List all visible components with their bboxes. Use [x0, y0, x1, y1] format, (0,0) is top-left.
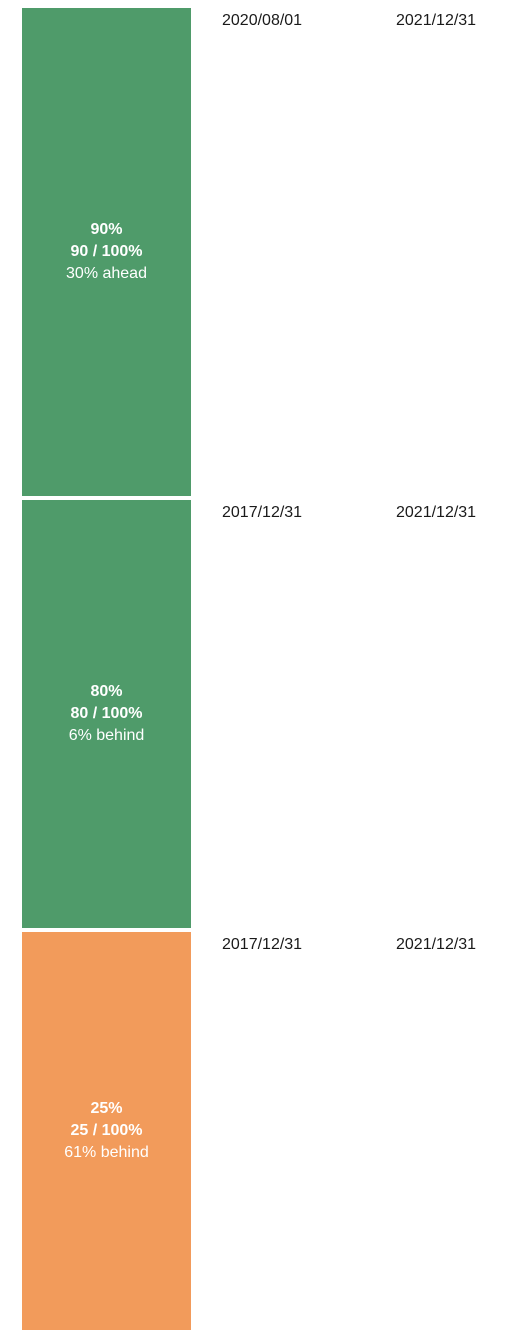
start-date: 2020/08/01	[222, 12, 303, 29]
progress-row: 25% 25 / 100% 61% behind 2017/12/31 2021…	[0, 932, 527, 1330]
progress-row: 80% 80 / 100% 6% behind 2017/12/31 2021/…	[0, 500, 527, 928]
status-label: 6% behind	[68, 727, 145, 744]
end-date: 2021/12/31	[396, 504, 477, 521]
start-date: 2017/12/31	[222, 936, 303, 953]
fraction-label: 25 / 100%	[70, 1122, 143, 1139]
start-date: 2017/12/31	[222, 504, 303, 521]
status-label: 61% behind	[64, 1144, 149, 1161]
status-label: 30% ahead	[66, 265, 147, 282]
progress-bar[interactable]: 90% 90 / 100% 30% ahead	[22, 8, 191, 496]
progress-row: 90% 90 / 100% 30% ahead 2020/08/01 2021/…	[0, 8, 527, 496]
end-date: 2021/12/31	[396, 936, 477, 953]
progress-bar[interactable]: 80% 80 / 100% 6% behind	[22, 500, 191, 928]
percent-label: 90%	[90, 221, 123, 238]
fraction-label: 90 / 100%	[70, 243, 143, 260]
percent-label: 25%	[90, 1100, 123, 1117]
end-date: 2021/12/31	[396, 12, 477, 29]
percent-label: 80%	[90, 683, 123, 700]
fraction-label: 80 / 100%	[70, 705, 143, 722]
progress-bar[interactable]: 25% 25 / 100% 61% behind	[22, 932, 191, 1330]
